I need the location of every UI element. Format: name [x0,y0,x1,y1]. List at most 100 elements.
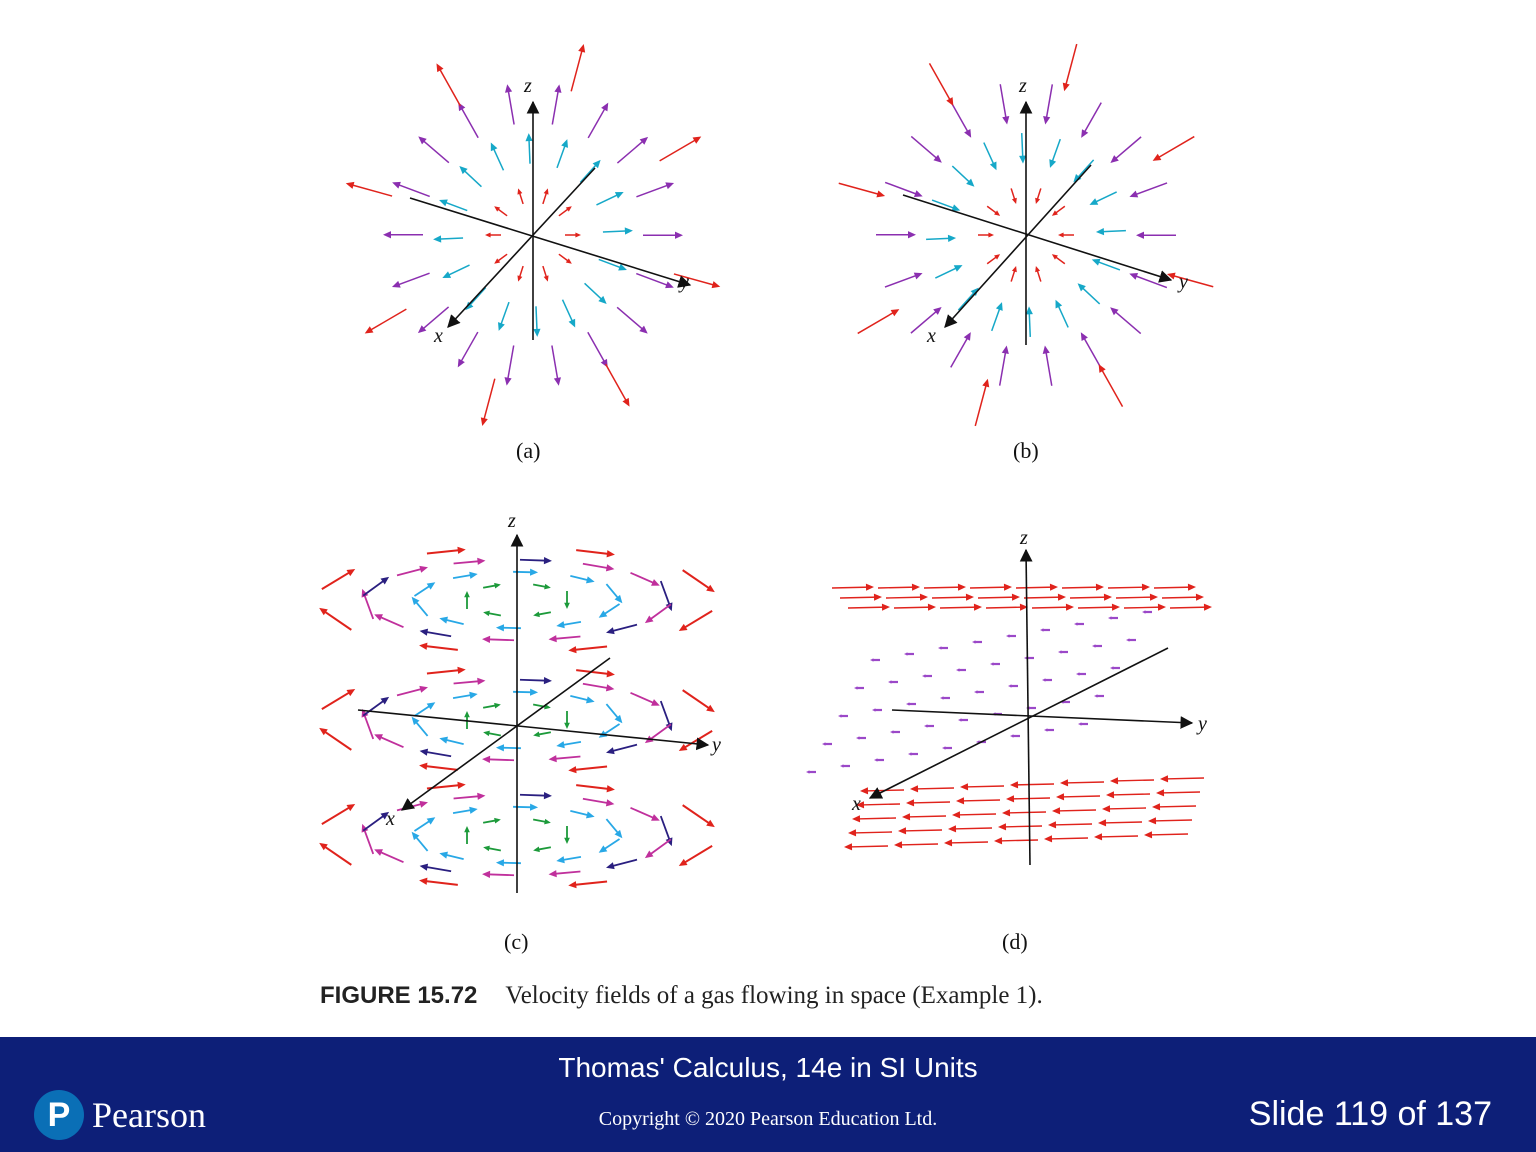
field-arrow-head [946,97,954,106]
field-arrow-head [554,84,562,93]
field-arrow-head [374,614,383,621]
copyright-notice: Copyright © 2020 Pearson Education Ltd. [598,1108,938,1130]
field-arrow-head [419,628,429,636]
field-arrow [1020,133,1024,159]
field-arrow [378,850,404,864]
field-arrow-head [543,791,552,800]
field-arrow-head [711,281,721,289]
field-arrow [914,787,955,790]
field-arrow-head [865,583,874,591]
field-arrow [598,258,623,270]
field-arrow [579,162,598,183]
field-arrow-head [1040,628,1044,632]
field-arrow [1006,811,1047,814]
x-axis [400,657,611,811]
field-arrow [423,764,458,771]
field-arrow-head [480,417,488,426]
field-arrow-head [411,596,420,606]
field-arrow-head [517,275,523,282]
field-arrow [421,306,450,331]
field-arrow-head [938,646,942,650]
field-arrow [659,138,698,162]
field-arrow-head [1001,345,1009,354]
field-arrow-head [564,722,570,729]
field-arrow [682,729,713,750]
field-arrow [443,738,464,745]
field-arrow [910,135,939,161]
field-arrow-head [1056,793,1065,801]
field-arrow-head [392,181,401,189]
field-arrow-head [1002,115,1010,125]
field-arrow-head [477,792,486,800]
field-arrow [1010,797,1051,800]
field-arrow [1056,809,1097,812]
field-arrow [648,723,672,742]
field-arrow [923,586,962,589]
field-arrow-head [533,846,540,853]
field-arrow-head [605,799,615,807]
field-arrow [553,755,581,760]
field-arrow-head [477,677,486,685]
field-arrow [443,618,464,625]
field-arrow-head [319,842,328,851]
field-arrow [610,743,638,753]
field-arrow-head [482,755,491,764]
field-arrow-head [907,231,917,239]
field-arrow-head [1106,791,1115,799]
field-arrow [452,808,474,814]
field-arrow-head [1035,266,1041,273]
field-arrow-head [994,837,1003,845]
field-arrow-head [529,688,539,696]
field-arrow [935,266,959,279]
field-arrow [839,596,878,599]
field-arrow-head [1141,583,1150,591]
field-arrow [438,67,462,107]
field-arrow-head [464,591,470,598]
pearson-logo-icon: P [34,1090,84,1140]
field-arrow [931,596,970,599]
field-arrow-head [960,783,969,791]
field-arrow [396,183,430,198]
field-arrow-head [1043,116,1051,125]
field-arrow-head [1035,197,1041,204]
field-arrow-head [374,734,383,741]
field-arrow-head [910,785,919,793]
field-arrow-head [419,685,428,693]
field-arrow-head [525,133,533,142]
field-arrow-head [624,227,633,235]
y-axis [891,709,1194,729]
field-arrow-head [1058,650,1062,654]
field-arrow-head [651,699,660,706]
field-arrow-head [1095,228,1105,236]
field-arrow [553,870,581,875]
field-arrow [560,741,582,747]
field-arrow [1114,779,1155,782]
field-arrow-head [417,325,427,334]
field-arrow [926,237,952,241]
field-arrow [1171,274,1214,288]
field-arrow [462,168,482,188]
field-arrow [1107,586,1146,589]
field-arrow [998,350,1007,386]
field-arrow-head [490,142,498,152]
field-arrow-head [1103,593,1112,601]
field-arrow [1064,781,1105,784]
vector-field-a: z y x [345,44,721,426]
field-arrow [561,299,574,324]
field-arrow [570,48,584,92]
field-arrow [906,815,947,818]
field-arrow-head [517,188,523,195]
field-arrow-head [439,199,448,207]
field-arrow-head [908,752,912,756]
field-arrow-head [426,817,436,825]
field-arrow [413,599,429,617]
field-arrow [898,843,939,846]
field-arrow-head [586,811,595,819]
field-arrow [551,88,560,125]
field-arrow [560,621,582,627]
caption-text: Velocity fields of a gas flowing in spac… [505,982,1043,1009]
y-axis-label: y [710,734,721,756]
field-arrow-head [651,814,660,821]
field-arrow [848,845,889,848]
field-arrow-head [592,159,601,169]
